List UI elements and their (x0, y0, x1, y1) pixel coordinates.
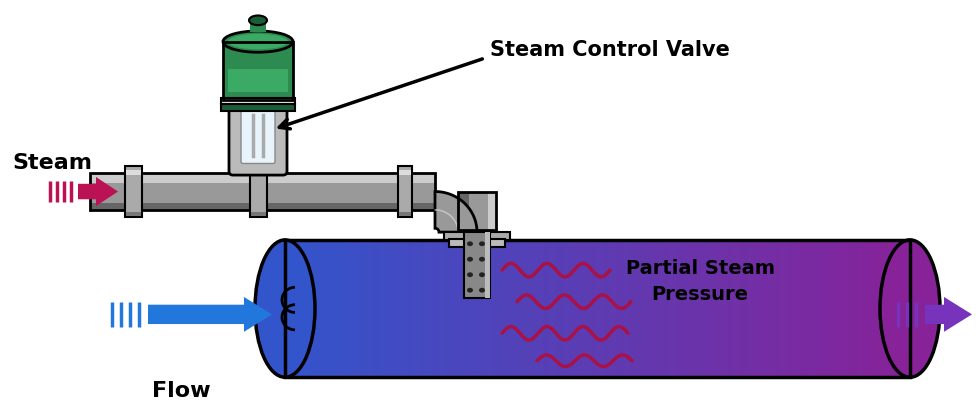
Bar (125, 212, 140, 216)
Bar (399, 170, 411, 175)
Ellipse shape (249, 16, 267, 25)
Ellipse shape (467, 257, 473, 262)
Bar (124, 166, 141, 217)
Ellipse shape (228, 34, 288, 49)
Bar (250, 20, 266, 32)
Ellipse shape (880, 240, 940, 377)
Bar (458, 192, 469, 230)
Polygon shape (78, 177, 118, 206)
Bar (223, 42, 293, 100)
Text: Partial Steam
Pressure: Partial Steam Pressure (625, 259, 774, 304)
Bar (228, 69, 288, 92)
Ellipse shape (479, 272, 485, 277)
Polygon shape (435, 192, 477, 232)
Ellipse shape (467, 241, 473, 246)
Bar (398, 166, 412, 217)
Text: Steam: Steam (12, 152, 92, 172)
Ellipse shape (479, 288, 485, 293)
Bar (458, 192, 496, 230)
Bar (221, 104, 295, 111)
Bar (464, 232, 490, 298)
Bar (223, 42, 293, 100)
Bar (90, 183, 435, 204)
Polygon shape (148, 297, 272, 332)
Bar (90, 173, 435, 210)
Bar (285, 240, 910, 377)
Ellipse shape (467, 288, 473, 293)
Bar (251, 212, 266, 216)
Bar (469, 192, 488, 230)
Bar (251, 170, 266, 175)
Ellipse shape (223, 31, 293, 52)
Bar (90, 204, 435, 210)
Ellipse shape (479, 241, 485, 246)
Polygon shape (925, 297, 972, 332)
Ellipse shape (479, 257, 485, 262)
Bar (125, 170, 140, 175)
Text: Steam Control Valve: Steam Control Valve (490, 40, 730, 60)
Bar (90, 173, 435, 183)
Bar (488, 192, 496, 230)
Bar (250, 166, 267, 217)
Ellipse shape (255, 240, 315, 377)
Text: Flow: Flow (152, 381, 211, 400)
Bar (449, 239, 505, 247)
Bar (444, 232, 510, 240)
Bar (399, 212, 411, 216)
Bar (485, 232, 490, 298)
Ellipse shape (467, 272, 473, 277)
Bar (221, 98, 295, 104)
FancyBboxPatch shape (241, 109, 275, 164)
FancyBboxPatch shape (229, 98, 287, 175)
